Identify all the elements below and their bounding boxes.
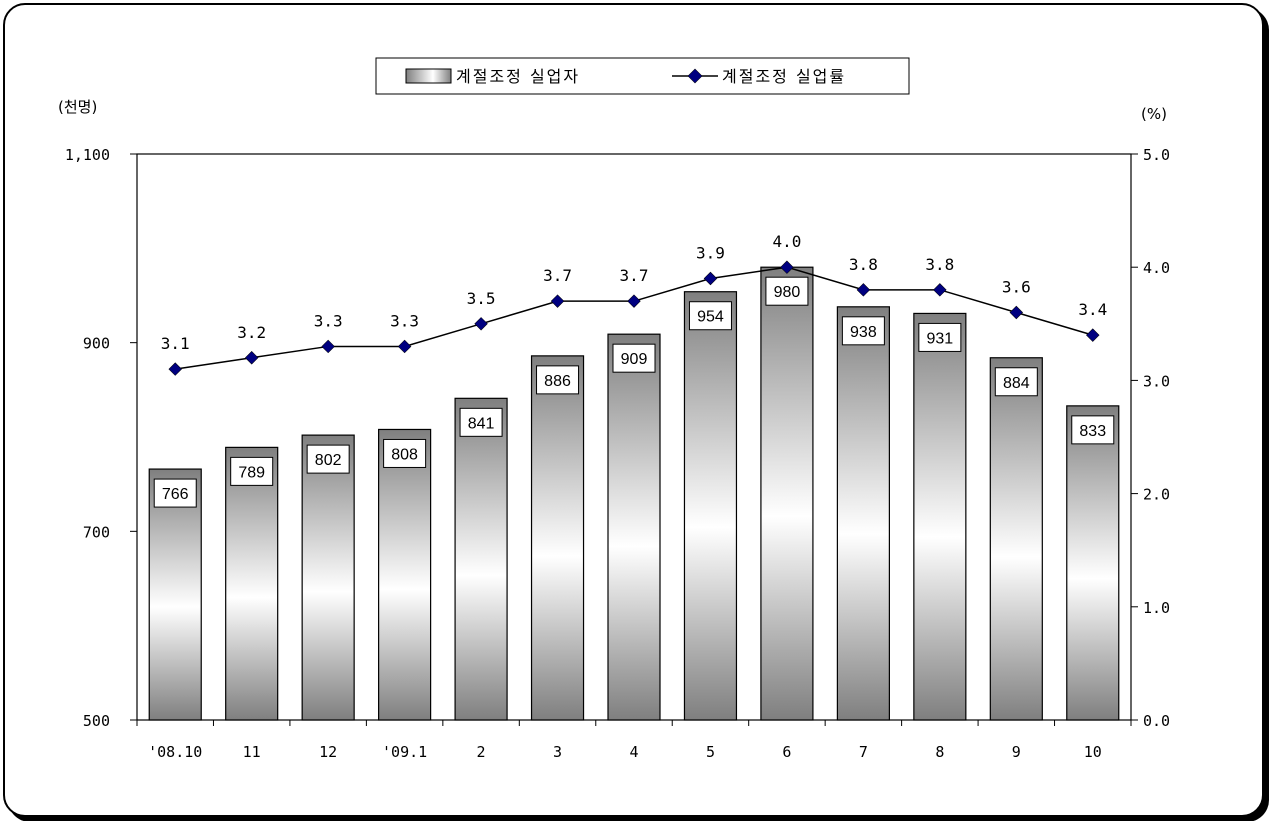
x-axis-tick-label: 8 (935, 743, 944, 761)
x-axis-tick-label: 5 (706, 743, 715, 761)
legend-bar-label: 계절조정 실업자 (456, 67, 580, 86)
bar-value-box (459, 407, 503, 437)
left-axis-tick-label: 500 (83, 712, 110, 730)
rate-value-label: 3.3 (390, 311, 419, 330)
left-axis-tick-label: 900 (83, 335, 110, 353)
x-axis-tick-label: 11 (243, 743, 261, 761)
bar-value-box (918, 322, 962, 352)
bar (378, 428, 432, 721)
x-axis-tick-label: '08.10 (148, 743, 202, 761)
bar-value-label: 808 (391, 446, 418, 463)
bar (301, 434, 355, 721)
rate-marker (321, 339, 335, 354)
bar (760, 266, 814, 721)
bar-value-box (612, 343, 656, 373)
bar-value-label: 841 (468, 415, 495, 432)
bar-value-label: 954 (697, 309, 724, 326)
plot-area: 5007009001,1000.01.02.03.04.05.076678980… (65, 146, 1170, 761)
x-axis-tick-label: 9 (1012, 743, 1021, 761)
bar-value-label: 802 (315, 452, 342, 469)
bar-value-box (383, 438, 427, 468)
bar-value-label: 931 (926, 330, 953, 347)
bar-value-box (841, 316, 885, 346)
bar-value-box (153, 478, 197, 508)
right-axis-tick-label: 1.0 (1143, 599, 1170, 617)
x-axis-tick-label: 7 (859, 743, 868, 761)
rate-value-label: 3.1 (161, 334, 190, 353)
bar-value-box (765, 276, 809, 306)
x-axis-tick-label: 10 (1084, 743, 1102, 761)
bar (454, 397, 508, 721)
legend-bar-swatch (405, 68, 452, 84)
bar (225, 446, 279, 721)
rate-value-label: 3.7 (620, 266, 649, 285)
bar-value-label: 884 (1003, 375, 1030, 392)
rate-value-label: 3.7 (543, 266, 572, 285)
rate-marker (856, 283, 871, 297)
bar-value-box (688, 301, 732, 331)
bar-value-box (994, 367, 1038, 397)
bar-value-label: 789 (238, 464, 265, 481)
right-axis-tick-label: 5.0 (1143, 146, 1170, 164)
rate-value-label: 3.8 (849, 255, 878, 274)
rate-marker (397, 339, 412, 354)
rate-value-label: 3.5 (467, 289, 496, 308)
left-axis-tick-label: 700 (83, 523, 110, 541)
bar (607, 333, 661, 721)
rate-value-label: 3.2 (237, 323, 266, 342)
rate-marker (703, 271, 718, 286)
rate-value-label: 3.9 (696, 244, 725, 263)
left-axis-tick-label: 1,100 (65, 146, 110, 164)
left-axis-unit: (천명) (58, 98, 97, 116)
x-axis-tick-label: 2 (477, 743, 486, 761)
bar (148, 468, 202, 721)
rate-value-label: 4.0 (772, 232, 801, 251)
x-axis-tick-label: 3 (553, 743, 562, 761)
right-axis-tick-label: 2.0 (1143, 486, 1170, 504)
bar (989, 357, 1043, 721)
x-axis-tick-label: 4 (629, 743, 638, 761)
rate-marker (627, 294, 641, 308)
bar-value-label: 909 (621, 351, 648, 368)
bar (530, 355, 585, 721)
rate-marker (780, 260, 794, 274)
bar-value-label: 886 (544, 373, 571, 390)
bar (1066, 405, 1120, 721)
x-axis-tick-label: '09.1 (382, 743, 427, 761)
right-axis-tick-label: 3.0 (1143, 372, 1170, 390)
rate-marker (933, 283, 947, 297)
bar (836, 306, 890, 721)
rate-marker (474, 317, 488, 331)
bar-value-box (536, 365, 580, 395)
rate-marker (1009, 305, 1024, 320)
bar-value-label: 980 (774, 284, 801, 301)
bar-value-label: 833 (1079, 423, 1106, 440)
bar-value-box (306, 444, 350, 474)
bar (913, 312, 967, 721)
rate-marker (1086, 328, 1100, 342)
rate-value-label: 3.8 (925, 255, 954, 274)
legend-line-label: 계절조정 실업률 (722, 67, 846, 86)
x-axis-tick-label: 6 (782, 743, 791, 761)
bar-value-label: 938 (850, 324, 877, 341)
right-axis-tick-label: 4.0 (1143, 259, 1170, 277)
bar-value-box (230, 456, 274, 486)
rate-value-label: 3.6 (1002, 277, 1031, 296)
rate-marker (168, 362, 182, 376)
rate-marker (244, 351, 259, 365)
right-axis-tick-label: 0.0 (1143, 712, 1170, 730)
bar-value-label: 766 (162, 486, 189, 503)
rate-value-label: 3.4 (1078, 300, 1107, 319)
legend-line-marker (687, 68, 703, 84)
right-axis-unit: (%) (1141, 105, 1167, 123)
x-axis-tick-label: 12 (319, 743, 337, 761)
bar-value-box (1071, 415, 1115, 445)
rate-marker (550, 294, 565, 308)
legend-box (375, 57, 910, 95)
bar (683, 291, 738, 721)
legend: 계절조정 실업자 계절조정 실업률 (375, 57, 910, 95)
rate-value-label: 3.3 (314, 311, 343, 330)
